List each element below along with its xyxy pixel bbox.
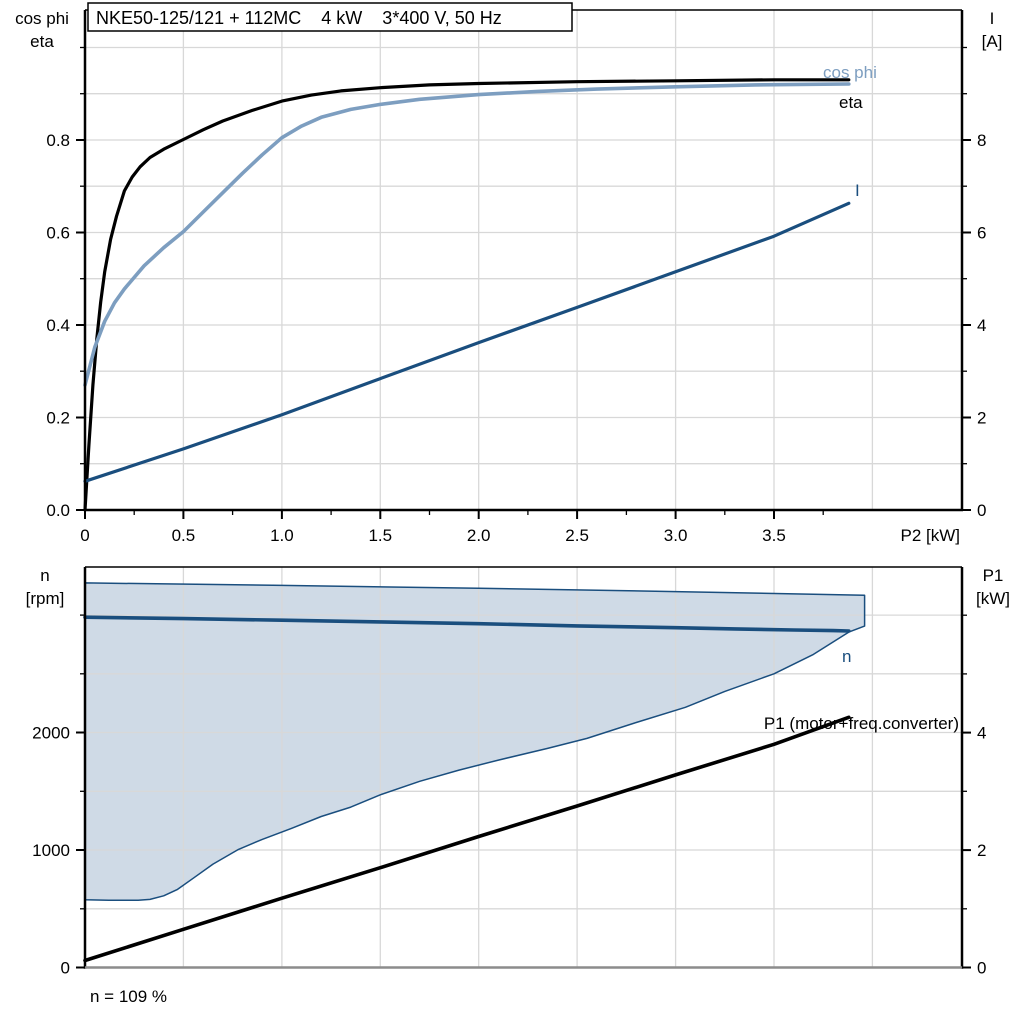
- tick-label: 0.4: [46, 316, 70, 335]
- title-box: [87, 2, 573, 32]
- speed-range-fill: [85, 582, 865, 901]
- tick-label: 8: [977, 131, 986, 150]
- right-axis-title-line2: [A]: [982, 32, 1003, 51]
- tick-label: 2: [977, 841, 986, 860]
- tick-label: 0.5: [172, 526, 196, 545]
- tick-label: 0.8: [46, 131, 70, 150]
- top-chart-ticks: 0 0.5 1.0 1.5 2.0 2.5 3.0 3.5 0.0 0.2 0.4 0.6 0.8 0 2 4…: [46, 46, 986, 545]
- x-axis-title: P2 [kW]: [900, 526, 960, 545]
- bottom-chart-ticks: 0 1000 2000 0 2 4: [32, 614, 986, 978]
- curve-cos-phi: [83, 82, 851, 387]
- tick-label: 0.0: [46, 501, 70, 520]
- right-axis-title-line1: I: [990, 9, 995, 28]
- bottom-chart-curves: [83, 615, 851, 963]
- cos-phi-curve-label: cos phi: [823, 63, 877, 82]
- power-axis-title-line1: P1: [983, 566, 1004, 585]
- speed-range-area: [85, 582, 865, 901]
- curve-eta: [83, 78, 851, 512]
- tick-label: 0.6: [46, 224, 70, 243]
- tick-label: 2: [977, 409, 986, 428]
- curve-n: [83, 615, 851, 633]
- tick-label: 1.5: [368, 526, 392, 545]
- power-axis-title-line2: [kW]: [976, 589, 1010, 608]
- tick-label: 0: [80, 526, 89, 545]
- tick-label: 0: [977, 959, 986, 978]
- tick-label: 0: [977, 501, 986, 520]
- chart-title: NKE50-125/121 + 112MC 4 kW 3*400 V, 50 H…: [96, 8, 502, 28]
- tick-label: 3.5: [762, 526, 786, 545]
- left-axis-title-line1: cos phi: [15, 9, 69, 28]
- tick-label: 6: [977, 224, 986, 243]
- current-curve-label: I: [855, 181, 860, 200]
- speed-range-border: [84, 582, 866, 902]
- top-chart-curves: [83, 78, 851, 512]
- speed-axis-title-line1: n: [40, 566, 49, 585]
- tick-label: 0.2: [46, 409, 70, 428]
- tick-label: 2000: [32, 724, 70, 743]
- tick-label: 4: [977, 724, 986, 743]
- left-axis-title-line2: eta: [30, 32, 54, 51]
- speed-curve-label: n: [842, 647, 851, 666]
- speed-range-outline: [84, 582, 866, 902]
- tick-label: 0: [61, 959, 70, 978]
- speed-axis-title-line2: [rpm]: [26, 589, 65, 608]
- tick-label: 1000: [32, 841, 70, 860]
- curve-p1-motor-freq-converter: [83, 715, 851, 963]
- tick-label: 2.0: [467, 526, 491, 545]
- tick-label: 2.5: [565, 526, 589, 545]
- curve-i: [83, 201, 851, 483]
- bottom-chart-gridlines: [85, 567, 962, 968]
- tick-label: 4: [977, 316, 986, 335]
- tick-label: 3.0: [664, 526, 688, 545]
- p1-curve-label: P1 (motor+freq.converter): [764, 714, 959, 733]
- tick-label: 1.0: [270, 526, 294, 545]
- speed-percentage-note: n = 109 %: [90, 987, 167, 1006]
- eta-curve-label: eta: [839, 93, 863, 112]
